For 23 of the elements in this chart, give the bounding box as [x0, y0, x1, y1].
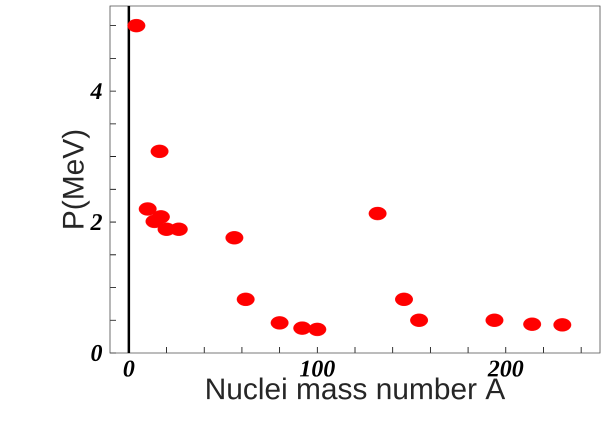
y-tick-label: 0	[91, 344, 102, 362]
y-tick-label: 2	[90, 214, 102, 230]
y-tick-label: 4	[90, 83, 102, 99]
x-tick-label: 100	[300, 360, 335, 377]
point	[485, 314, 504, 327]
point	[138, 202, 157, 216]
point	[236, 292, 255, 306]
point	[553, 318, 572, 332]
point	[127, 18, 146, 32]
x-tick-label: 0	[124, 360, 134, 377]
x-tick-label: 200	[488, 360, 524, 377]
point	[523, 317, 542, 331]
point	[368, 206, 387, 220]
point	[308, 322, 326, 336]
point	[293, 321, 312, 335]
point	[410, 314, 428, 327]
point	[152, 210, 170, 224]
point	[395, 292, 413, 306]
point	[270, 316, 289, 330]
point	[225, 231, 244, 244]
point	[150, 144, 169, 158]
x-axis-title: Nuclei mass number A	[207, 377, 506, 400]
y-axis-title: P(MeV)	[62, 130, 90, 228]
